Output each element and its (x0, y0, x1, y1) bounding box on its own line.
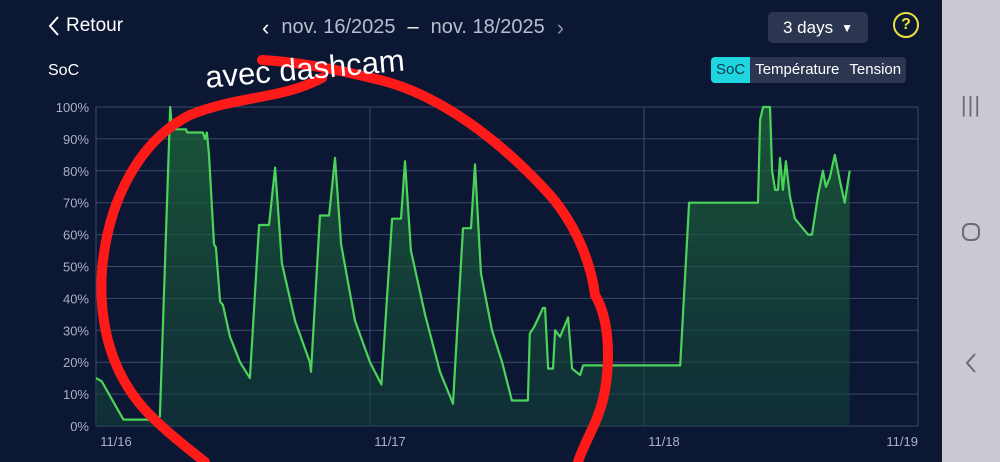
y-tick-label: 10% (63, 387, 89, 402)
y-tick-label: 50% (63, 260, 89, 275)
tab-temperature[interactable]: Température (755, 61, 840, 78)
y-tick-label: 60% (63, 228, 89, 243)
period-select[interactable]: 3 days ▼ (768, 12, 868, 43)
next-period-icon[interactable]: › (556, 15, 565, 40)
system-nav-bar: ||| (942, 0, 1000, 462)
x-tick-label: 11/17 (374, 434, 406, 449)
app-screen: Retour ‹ nov. 16/2025 – nov. 18/2025 › 3… (48, 12, 919, 462)
y-tick-label: 40% (63, 291, 89, 306)
caret-down-icon: ▼ (841, 20, 853, 35)
y-tick-label: 90% (63, 132, 89, 147)
back-label: Retour (66, 15, 124, 36)
y-tick-label: 30% (63, 323, 89, 338)
recent-apps-icon[interactable]: ||| (960, 92, 982, 117)
chevron-left-icon (48, 16, 59, 36)
y-tick-label: 70% (63, 196, 89, 211)
y-tick-label: 0% (70, 419, 89, 434)
home-icon[interactable] (942, 222, 1000, 247)
back-nav-icon[interactable] (942, 352, 1000, 379)
y-tick-label: 80% (63, 164, 89, 179)
y-tick-label: 100% (56, 100, 90, 115)
metric-tabs: SoC Température Tension (711, 57, 907, 83)
soc-line (95, 105, 851, 421)
period-value: 3 days (783, 17, 834, 37)
date-end: nov. 18/2025 (430, 16, 545, 38)
tab-tension[interactable]: Tension (849, 61, 902, 78)
red-annotation-loop (96, 55, 613, 462)
metric-label: SoC (48, 62, 80, 79)
x-tick-label: 11/19 (886, 434, 918, 449)
date-start: nov. 16/2025 (281, 16, 396, 38)
x-tick-label: 11/16 (100, 434, 132, 449)
previous-period-icon[interactable]: ‹ (262, 15, 270, 40)
date-separator: – (407, 16, 419, 38)
soc-chart: 0% 10% 20% 30% 40% 50% 60% 70% 80% 90% 100% 11/16 11… (56, 55, 919, 462)
back-button[interactable]: Retour (48, 15, 123, 37)
y-tick-label: 20% (63, 355, 89, 370)
soc-area-fill (96, 107, 850, 426)
x-tick-label: 11/18 (648, 434, 680, 449)
help-icon[interactable]: ? (893, 12, 919, 38)
date-range: ‹ nov. 16/2025 – nov. 18/2025 › (262, 16, 564, 39)
tab-soc[interactable]: SoC (711, 57, 751, 83)
